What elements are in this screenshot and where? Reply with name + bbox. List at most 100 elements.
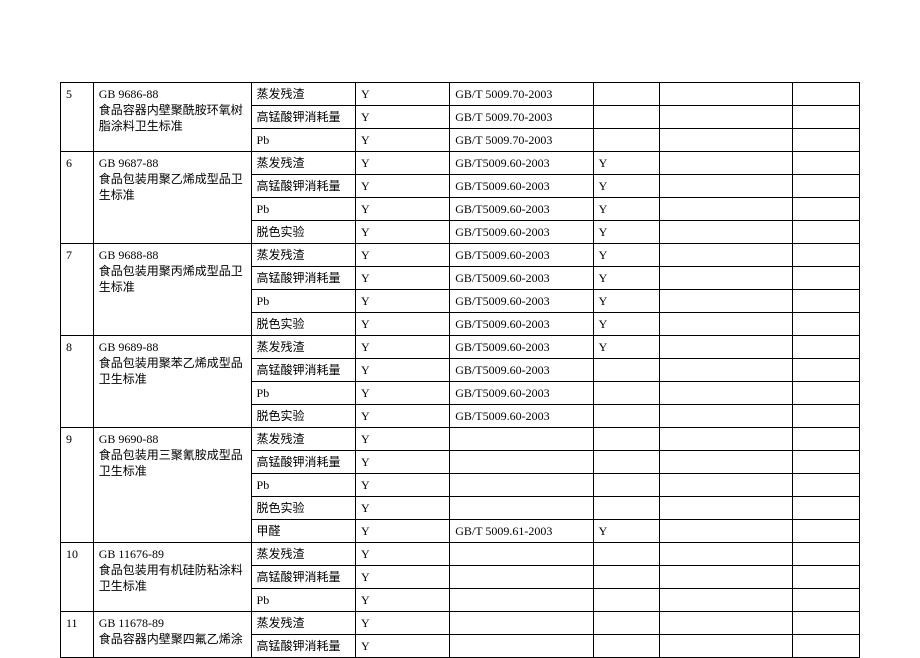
table-row: 8GB 9689-88 食品包装用聚苯乙烯成型品卫生标准蒸发残渣YGB/T500… bbox=[61, 336, 860, 359]
col-extra1 bbox=[660, 497, 793, 520]
col-extra2 bbox=[793, 451, 860, 474]
col-extra1 bbox=[660, 428, 793, 451]
standard-name: GB 9686-88 食品容器内壁聚酰胺环氧树脂涂料卫生标准 bbox=[93, 83, 251, 152]
col-extra1 bbox=[660, 612, 793, 635]
test-item: Pb bbox=[251, 382, 355, 405]
col-y2 bbox=[593, 497, 660, 520]
col-y1: Y bbox=[356, 474, 450, 497]
col-extra1 bbox=[660, 175, 793, 198]
col-y2: Y bbox=[593, 221, 660, 244]
col-extra2 bbox=[793, 106, 860, 129]
col-y1: Y bbox=[356, 336, 450, 359]
col-y1: Y bbox=[356, 175, 450, 198]
table-row: 7GB 9688-88 食品包装用聚丙烯成型品卫生标准蒸发残渣YGB/T5009… bbox=[61, 244, 860, 267]
col-y2 bbox=[593, 612, 660, 635]
test-item: 高锰酸钾消耗量 bbox=[251, 175, 355, 198]
col-extra1 bbox=[660, 405, 793, 428]
col-extra2 bbox=[793, 83, 860, 106]
test-item: 高锰酸钾消耗量 bbox=[251, 451, 355, 474]
col-extra1 bbox=[660, 520, 793, 543]
col-y2: Y bbox=[593, 244, 660, 267]
col-extra1 bbox=[660, 313, 793, 336]
col-y2 bbox=[593, 382, 660, 405]
col-extra2 bbox=[793, 267, 860, 290]
col-extra1 bbox=[660, 198, 793, 221]
row-number: 8 bbox=[61, 336, 94, 428]
col-extra2 bbox=[793, 566, 860, 589]
col-extra1 bbox=[660, 244, 793, 267]
col-extra1 bbox=[660, 152, 793, 175]
method-ref: GB/T5009.60-2003 bbox=[450, 198, 593, 221]
test-item: Pb bbox=[251, 290, 355, 313]
col-extra1 bbox=[660, 635, 793, 658]
standard-name: GB 11676-89 食品包装用有机硅防粘涂料卫生标准 bbox=[93, 543, 251, 612]
col-y2: Y bbox=[593, 267, 660, 290]
col-y1: Y bbox=[356, 612, 450, 635]
col-extra1 bbox=[660, 474, 793, 497]
col-extra2 bbox=[793, 129, 860, 152]
col-extra2 bbox=[793, 635, 860, 658]
method-ref: GB/T5009.60-2003 bbox=[450, 382, 593, 405]
col-extra1 bbox=[660, 221, 793, 244]
test-item: 甲醛 bbox=[251, 520, 355, 543]
col-extra1 bbox=[660, 129, 793, 152]
col-y2: Y bbox=[593, 313, 660, 336]
test-item: 脱色实验 bbox=[251, 221, 355, 244]
method-ref bbox=[450, 612, 593, 635]
col-y2 bbox=[593, 428, 660, 451]
col-extra2 bbox=[793, 589, 860, 612]
col-y1: Y bbox=[356, 244, 450, 267]
method-ref bbox=[450, 474, 593, 497]
col-y1: Y bbox=[356, 198, 450, 221]
test-item: 高锰酸钾消耗量 bbox=[251, 635, 355, 658]
test-item: Pb bbox=[251, 474, 355, 497]
method-ref: GB/T5009.60-2003 bbox=[450, 336, 593, 359]
col-y1: Y bbox=[356, 589, 450, 612]
col-extra2 bbox=[793, 336, 860, 359]
col-y2 bbox=[593, 83, 660, 106]
col-extra1 bbox=[660, 451, 793, 474]
col-y2 bbox=[593, 106, 660, 129]
col-y1: Y bbox=[356, 152, 450, 175]
col-extra2 bbox=[793, 474, 860, 497]
col-y1: Y bbox=[356, 635, 450, 658]
standard-name: GB 9690-88 食品包装用三聚氰胺成型品卫生标准 bbox=[93, 428, 251, 543]
col-y1: Y bbox=[356, 290, 450, 313]
col-y2: Y bbox=[593, 290, 660, 313]
col-extra1 bbox=[660, 106, 793, 129]
test-item: 高锰酸钾消耗量 bbox=[251, 359, 355, 382]
col-y1: Y bbox=[356, 129, 450, 152]
col-extra2 bbox=[793, 290, 860, 313]
col-extra2 bbox=[793, 152, 860, 175]
row-number: 9 bbox=[61, 428, 94, 543]
col-y1: Y bbox=[356, 543, 450, 566]
test-item: 高锰酸钾消耗量 bbox=[251, 267, 355, 290]
table-row: 6GB 9687-88 食品包装用聚乙烯成型品卫生标准蒸发残渣YGB/T5009… bbox=[61, 152, 860, 175]
test-item: 蒸发残渣 bbox=[251, 244, 355, 267]
method-ref: GB/T 5009.70-2003 bbox=[450, 129, 593, 152]
col-extra2 bbox=[793, 382, 860, 405]
method-ref: GB/T 5009.70-2003 bbox=[450, 106, 593, 129]
method-ref bbox=[450, 543, 593, 566]
method-ref: GB/T5009.60-2003 bbox=[450, 175, 593, 198]
test-item: 脱色实验 bbox=[251, 497, 355, 520]
test-item: Pb bbox=[251, 198, 355, 221]
col-y2 bbox=[593, 129, 660, 152]
col-y1: Y bbox=[356, 359, 450, 382]
table-row: 11GB 11678-89 食品容器内壁聚四氟乙烯涂蒸发残渣Y bbox=[61, 612, 860, 635]
col-y1: Y bbox=[356, 267, 450, 290]
col-y1: Y bbox=[356, 428, 450, 451]
test-item: 脱色实验 bbox=[251, 313, 355, 336]
col-extra2 bbox=[793, 497, 860, 520]
col-extra2 bbox=[793, 520, 860, 543]
test-item: Pb bbox=[251, 129, 355, 152]
col-extra2 bbox=[793, 612, 860, 635]
test-item: 蒸发残渣 bbox=[251, 612, 355, 635]
col-extra1 bbox=[660, 589, 793, 612]
test-item: 蒸发残渣 bbox=[251, 152, 355, 175]
method-ref: GB/T5009.60-2003 bbox=[450, 405, 593, 428]
col-y1: Y bbox=[356, 451, 450, 474]
col-y2: Y bbox=[593, 520, 660, 543]
method-ref bbox=[450, 428, 593, 451]
col-y2 bbox=[593, 543, 660, 566]
